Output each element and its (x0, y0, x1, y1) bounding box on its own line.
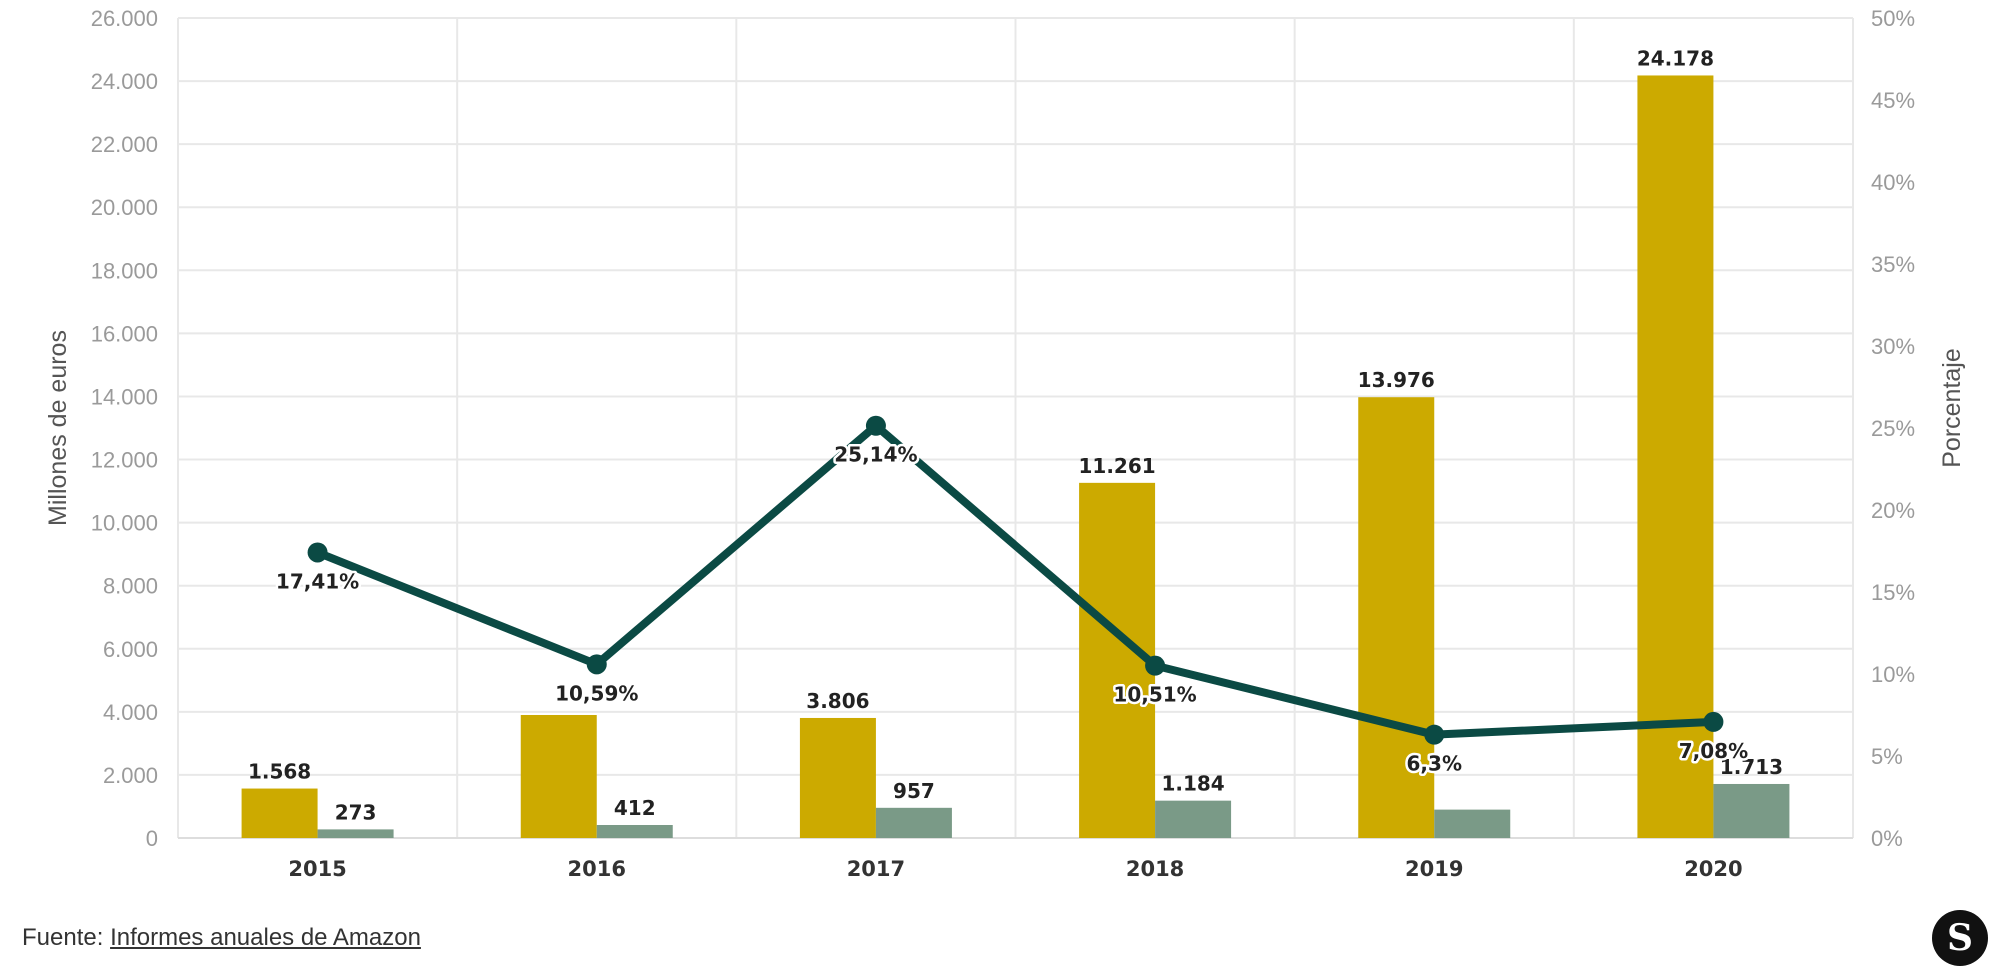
bar-a-label: 13.976 (1358, 368, 1435, 392)
y-axis-title: Millones de euros (44, 330, 72, 526)
bar-a (520, 715, 597, 838)
bar-a-label: 1.568 (248, 760, 311, 784)
x-tick-label: 2018 (1126, 857, 1184, 881)
bar-b (317, 829, 394, 838)
bar-a-label: 3.806 (806, 689, 869, 713)
percent-point (1424, 724, 1445, 745)
percent-label: 10,51% (1113, 683, 1196, 707)
x-tick-label: 2020 (1684, 857, 1742, 881)
percent-point (307, 542, 328, 563)
y-tick-label: 24.000 (91, 69, 158, 94)
y-tick-label: 16.000 (91, 321, 158, 346)
bar-b (1155, 800, 1232, 838)
x-tick-label: 2015 (288, 857, 346, 881)
x-axis: 2015 2016 2017 2018 2019 2020 (288, 857, 1742, 881)
percent-label: 17,41% (276, 569, 359, 593)
y2-tick-label: 45% (1871, 88, 1915, 113)
source-link[interactable]: Informes anuales de Amazon (110, 924, 421, 951)
y-tick-label: 14.000 (91, 384, 158, 409)
bar-a (241, 788, 318, 838)
bar-b-label: 957 (893, 779, 935, 803)
percent-point (586, 654, 607, 675)
bar-b-label: 1.184 (1161, 772, 1224, 796)
y-tick-label: 2.000 (103, 763, 158, 788)
y2-tick-label: 5% (1871, 744, 1903, 769)
y-tick-label: 12.000 (91, 448, 158, 473)
bar-b (596, 825, 673, 838)
x-tick-label: 2016 (568, 857, 626, 881)
bar-a (799, 717, 876, 838)
percent-point (1703, 711, 1724, 732)
percent-label: 6,3% (1407, 752, 1462, 776)
y-tick-label: 0 (146, 826, 158, 851)
y-tick-label: 18.000 (91, 258, 158, 283)
chart: 0 2.000 4.000 6.000 8.000 10.000 12.000 14.000 1… (44, 6, 1966, 881)
bar-series (241, 75, 1790, 838)
bar-b-label: 412 (614, 796, 656, 820)
y2-tick-label: 15% (1871, 580, 1915, 605)
y2-tick-label: 25% (1871, 416, 1915, 441)
y2-tick-label: 20% (1871, 498, 1915, 523)
right-axis: 0% 5% 10% 15% 20% 25% 30% 35% 40% 45% 50% (1871, 6, 1915, 851)
percent-label: 10,59% (555, 681, 638, 705)
y-tick-label: 22.000 (91, 132, 158, 157)
y2-tick-label: 10% (1871, 662, 1915, 687)
gridlines (177, 17, 1854, 839)
bar-a (1358, 397, 1435, 838)
y-tick-label: 4.000 (103, 700, 158, 725)
y2-tick-label: 50% (1871, 6, 1915, 31)
bar-b (1713, 783, 1790, 838)
percent-line (313, 421, 1718, 739)
y2-tick-label: 0% (1871, 826, 1903, 851)
source-prefix: Fuente: (22, 924, 111, 951)
line-series (307, 415, 1724, 745)
bar-a (1079, 482, 1156, 838)
x-tick-label: 2019 (1405, 857, 1463, 881)
y2-tick-label: 40% (1871, 170, 1915, 195)
percent-point (865, 415, 886, 436)
percent-label: 7,08% (1679, 739, 1748, 763)
percent-label: 25,14% (834, 443, 917, 467)
y-tick-label: 8.000 (103, 574, 158, 599)
y-tick-label: 26.000 (91, 6, 158, 31)
bar-b (875, 807, 952, 838)
brand-logo: S (1932, 910, 1988, 966)
bar-b (1434, 809, 1511, 838)
bar-a-label: 24.178 (1637, 46, 1714, 70)
y-tick-label: 20.000 (91, 195, 158, 220)
x-tick-label: 2017 (847, 857, 905, 881)
brand-logo-letter: S (1947, 917, 1973, 959)
y2-tick-label: 30% (1871, 334, 1915, 359)
data-labels: 1.568 273 412 3.806 957 11.261 1.184 13.976 24.1… (248, 46, 1783, 824)
y2-axis-title: Porcentaje (1938, 348, 1966, 468)
bar-a-label: 11.261 (1078, 454, 1155, 478)
bar-a (1637, 75, 1714, 838)
y-tick-label: 6.000 (103, 637, 158, 662)
left-axis: 0 2.000 4.000 6.000 8.000 10.000 12.000 14.000 1… (91, 6, 158, 851)
bar-b-label: 273 (335, 800, 377, 824)
source-note: Fuente: Informes anuales de Amazon (22, 924, 421, 952)
bar-b-label: 1.713 (1720, 755, 1783, 779)
y2-tick-label: 35% (1871, 252, 1915, 277)
y-tick-label: 10.000 (91, 511, 158, 536)
percent-point (1145, 655, 1166, 676)
